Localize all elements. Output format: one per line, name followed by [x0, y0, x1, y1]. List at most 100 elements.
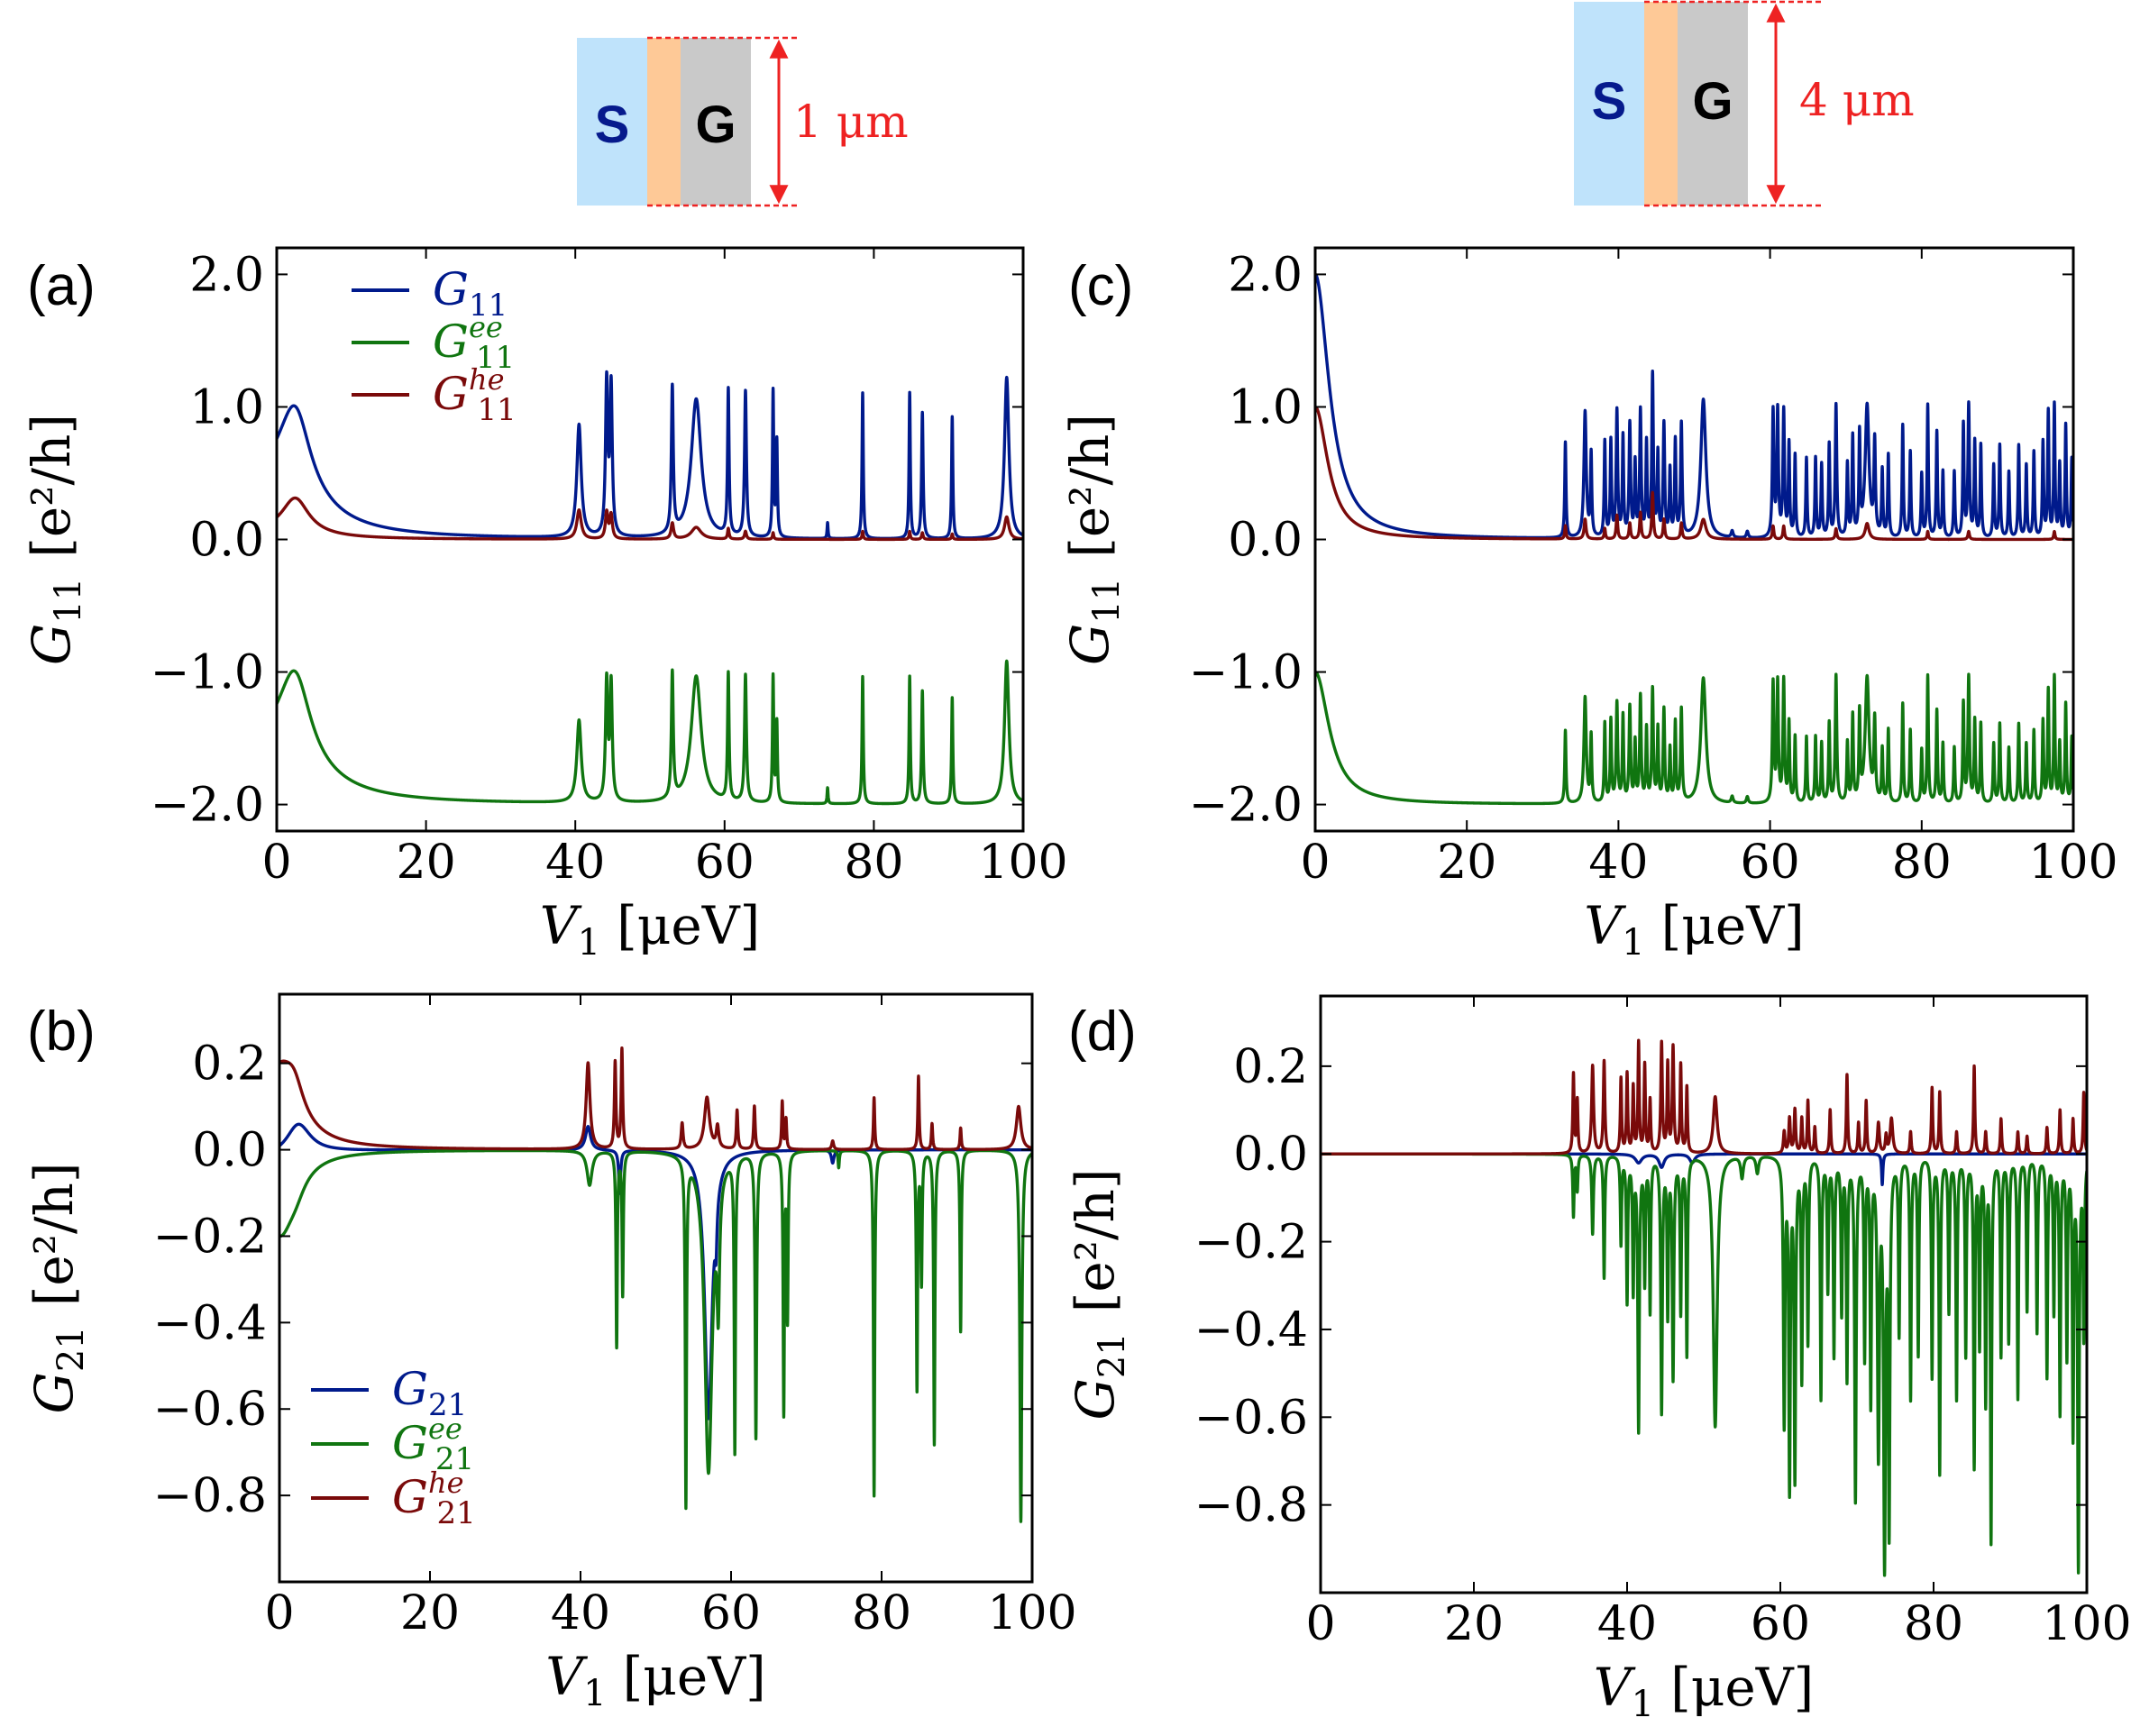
series-line-ghe: [277, 496, 1023, 542]
legend-sub: 11: [469, 288, 508, 324]
s-label: S: [1592, 72, 1627, 131]
x-tick-label: 0: [1300, 836, 1330, 890]
y-tick-label: −0.2: [153, 1210, 267, 1264]
y-axis-label: G21 [e²/h]: [23, 1163, 92, 1414]
x-axis-unit: [μeV]: [1670, 1657, 1814, 1718]
x-tick-label: 0: [261, 836, 291, 890]
x-axis-sub: 1: [578, 922, 600, 964]
x-axis-var: V: [540, 895, 582, 956]
x-axis-var: V: [1584, 895, 1626, 956]
y-tick-label: 1.0: [1228, 380, 1303, 434]
series-line-gee: [277, 659, 1023, 806]
plot-area: [1315, 272, 2073, 806]
x-tick-label: 40: [1588, 836, 1648, 890]
s-label: S: [595, 96, 630, 154]
schematic-1um: S G 1 μm: [577, 36, 909, 207]
panel-label: (a): [27, 255, 96, 317]
y-tick-label: 0.2: [192, 1037, 267, 1092]
y-axis-label: G11 [e²/h]: [1059, 414, 1128, 665]
series-line-gee: [1315, 670, 2073, 806]
legend-sup: ee: [428, 1412, 462, 1446]
legend-sub: 21: [435, 1441, 474, 1477]
panel-label: (b): [27, 1000, 96, 1063]
x-tick-label: 80: [852, 1586, 911, 1640]
axes-frame: [1319, 994, 2089, 1594]
y-tick-label: 0.2: [1233, 1040, 1308, 1094]
x-axis-sub: 1: [1632, 1684, 1654, 1725]
legend-entry: G21: [392, 1363, 467, 1423]
legend-entry: Gee 11: [433, 310, 515, 376]
y-tick-label: −2.0: [151, 779, 264, 833]
y-tick-label: −1.0: [1189, 646, 1303, 700]
x-tick-label: 40: [551, 1586, 610, 1640]
x-tick-label: 60: [695, 836, 755, 890]
panel-a: (a) 0 20 40 60 80 100 2.0 1.0 0.0 −1.0 −2.0 V1 [μeV] G…: [21, 246, 1068, 964]
series-line-ghe: [279, 1046, 1032, 1151]
legend-entry: Ghe 11: [433, 362, 517, 428]
legend-var: G: [392, 1471, 428, 1523]
interface-block: [1644, 2, 1678, 206]
y-tick-label: −0.2: [1194, 1216, 1308, 1270]
y-axis-sub: 11: [48, 578, 89, 624]
x-tick-label: 40: [1597, 1597, 1657, 1651]
x-tick-label: 0: [264, 1586, 294, 1640]
y-tick-label: 0.0: [1228, 514, 1303, 568]
y-tick-label: −0.8: [1194, 1479, 1308, 1533]
x-axis-var: V: [545, 1646, 588, 1707]
y-axis-var: G: [23, 1372, 85, 1413]
y-axis-unit: [e²/h]: [21, 414, 82, 558]
x-axis-label: V1 [μeV]: [1594, 1657, 1815, 1725]
y-tick-label: 2.0: [1228, 248, 1303, 302]
plot-area: [279, 1046, 1032, 1523]
series-line-ghe: [1321, 1038, 2087, 1156]
x-axis-label: V1 [μeV]: [540, 895, 761, 964]
legend-var: G: [433, 315, 469, 368]
g-label: G: [695, 96, 736, 154]
x-tick-label: 80: [1904, 1597, 1963, 1651]
y-axis-label: G11 [e²/h]: [21, 414, 89, 665]
x-tick-label: 40: [545, 836, 605, 890]
x-tick-label: 100: [2028, 836, 2117, 890]
x-tick-label: 60: [1751, 1597, 1810, 1651]
legend-var: G: [392, 1417, 428, 1469]
y-axis-unit: [e²/h]: [1059, 414, 1120, 558]
x-axis-sub: 1: [583, 1673, 606, 1714]
y-axis-var: G: [21, 624, 82, 665]
g-label: G: [1692, 72, 1733, 131]
legend-entry: Gee 21: [392, 1412, 474, 1477]
interface-block: [647, 38, 681, 206]
y-axis-label: G21 [e²/h]: [1065, 1169, 1133, 1421]
x-tick-label: 80: [1892, 836, 1952, 890]
x-axis-var: V: [1594, 1657, 1636, 1718]
series-line-gee: [279, 1148, 1032, 1523]
axes-frame: [278, 992, 1034, 1584]
panel-c: (c) 0 20 40 60 80 100 2.0 1.0 0.0 −1.0 −2.0 V1 [μeV] G…: [1059, 246, 2118, 964]
y-tick-label: −2.0: [1189, 779, 1303, 833]
series-line-g: [277, 370, 1023, 541]
x-tick-label: 0: [1305, 1597, 1335, 1651]
y-tick-label: −1.0: [151, 646, 264, 700]
y-tick-label: 0.0: [189, 514, 264, 568]
legend-var: G: [433, 263, 469, 315]
superconductor-block: [577, 38, 647, 206]
y-tick-label: 1.0: [189, 380, 264, 434]
y-tick-label: −0.4: [153, 1296, 267, 1350]
graphene-block: [1678, 2, 1748, 206]
plot-area: [277, 370, 1023, 806]
legend-entry: Ghe 21: [392, 1466, 476, 1531]
legend-var: G: [392, 1363, 428, 1415]
y-tick-label: −0.6: [153, 1383, 267, 1437]
plot-area: [1321, 1038, 2087, 1577]
y-axis-var: G: [1065, 1378, 1126, 1420]
y-axis-sub: 11: [1086, 578, 1128, 624]
x-axis-unit: [μeV]: [1661, 895, 1805, 956]
y-tick-label: 0.0: [1233, 1128, 1308, 1182]
y-axis-var: G: [1059, 624, 1120, 665]
legend-sub: 21: [437, 1495, 476, 1531]
legend-sup: ee: [469, 310, 503, 344]
legend-sup: he: [469, 362, 505, 397]
y-tick-label: 2.0: [189, 248, 264, 302]
